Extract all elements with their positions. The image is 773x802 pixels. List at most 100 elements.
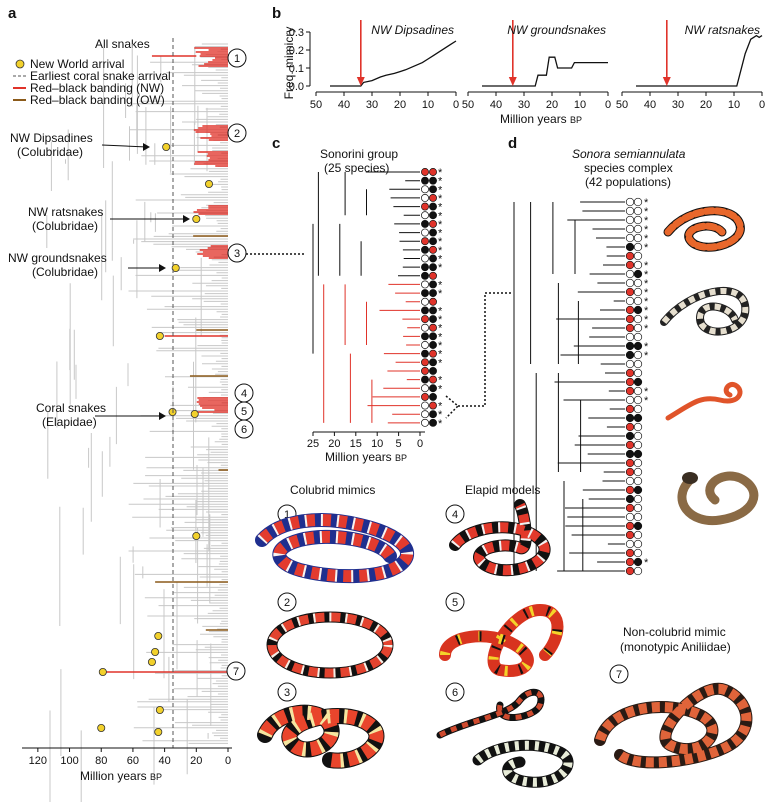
trait-circle <box>625 530 635 540</box>
photo-noncolubrid-7 <box>594 682 753 769</box>
nw-arrival-dot <box>151 648 160 657</box>
trait-circle <box>633 224 643 234</box>
b-tick-label: 10 <box>728 99 740 111</box>
asterisk: * <box>644 269 649 281</box>
callout-7 <box>226 661 246 681</box>
clade-groundsnakes-family: (Colubridae) <box>32 265 98 279</box>
trait-circle <box>421 219 429 228</box>
panel-c-title: Sonorini group <box>320 147 398 161</box>
asterisk: * <box>438 340 443 352</box>
trait-circle <box>625 386 635 396</box>
panel-c: c Sonorini group (25 species) **********… <box>246 135 512 464</box>
trait-circle <box>633 296 643 306</box>
noncolubrid-title: Non-colubrid mimic <box>623 625 726 639</box>
nw-arrival-dot <box>147 658 156 667</box>
sonora-photo-1 <box>663 206 745 252</box>
tree-c-red-branches <box>323 283 420 424</box>
asterisk: * <box>644 395 649 407</box>
trait-circle <box>429 176 437 185</box>
trait-circle <box>633 566 643 576</box>
b-tick-label: 20 <box>700 99 712 111</box>
clade-dipsadines-family: (Colubridae) <box>17 145 83 159</box>
trait-circle <box>421 341 429 349</box>
trait-circle <box>625 395 635 405</box>
asterisk: * <box>438 228 443 240</box>
trait-circle <box>633 359 643 369</box>
trait-circle <box>633 449 643 459</box>
trait-circle <box>421 280 429 289</box>
b-tick-label: 10 <box>574 99 586 111</box>
trait-circle <box>633 512 643 522</box>
photo-colubrid-3 <box>257 704 385 769</box>
asterisk: * <box>438 409 443 421</box>
asterisk: * <box>644 233 649 245</box>
trait-circle <box>633 269 643 279</box>
tree-d-branches <box>513 201 625 572</box>
trait-circle <box>429 401 437 410</box>
asterisk: * <box>438 314 443 326</box>
tree-callouts: 1 2 3 4 5 6 7 <box>226 48 254 681</box>
nw-arrival-dot <box>162 142 171 151</box>
panel-d-title: Sonora semiannulata <box>572 147 686 161</box>
nw-arrival-dot <box>171 263 180 272</box>
nw-arrival-dot <box>204 179 213 188</box>
trait-circle <box>625 494 635 504</box>
panel-c-xlabel: Million years BP <box>325 450 407 464</box>
trait-circle <box>633 377 643 387</box>
red-banding-clade <box>193 205 228 215</box>
trait-circle <box>429 289 437 298</box>
red-banding-clade <box>193 125 228 141</box>
red-banding-clade <box>196 397 228 413</box>
trait-circle <box>429 193 437 202</box>
nw-arrival-dot <box>98 668 107 677</box>
colubrid-title: Colubrid mimics <box>290 483 375 497</box>
panel-a-letter: a <box>8 5 17 22</box>
trait-circle <box>633 503 643 513</box>
trait-circle <box>429 237 437 246</box>
badge-6: 6 <box>452 687 458 699</box>
asterisk: * <box>438 331 443 343</box>
trait-circle <box>633 476 643 486</box>
trait-circle <box>625 350 635 360</box>
trait-circle <box>633 368 643 378</box>
asterisk: * <box>438 262 443 274</box>
trait-circle <box>625 233 635 243</box>
chart-1: 50 40 30 20 10 0 NW groundsnakes <box>462 20 611 111</box>
chart-title: NW ratsnakes <box>685 23 760 37</box>
asterisk: * <box>438 193 443 205</box>
trait-circle <box>633 278 643 288</box>
trait-circle <box>633 386 643 396</box>
trait-circle <box>429 280 437 289</box>
trait-circle <box>625 512 635 522</box>
trait-circle <box>633 251 643 261</box>
trait-circle <box>421 185 429 194</box>
trait-circle <box>421 392 429 401</box>
trait-circle <box>421 254 429 263</box>
legend-item-ow-banding: Red–black banding (OW) <box>30 93 165 107</box>
trait-circle <box>429 367 437 375</box>
photo-badges: 1 2 3 4 5 6 7 <box>277 504 629 702</box>
trait-circle <box>633 485 643 495</box>
b-ytick-label: 0.0 <box>289 81 304 93</box>
trait-circle <box>633 197 643 207</box>
nw-arrival-dot <box>192 532 201 541</box>
a-tick-label: 20 <box>190 755 202 767</box>
asterisk: * <box>644 215 649 227</box>
trait-circle <box>421 193 429 202</box>
b-ytick-label: 0.3 <box>289 27 304 39</box>
sonora-tree: ******************* <box>513 197 649 576</box>
asterisk: * <box>438 236 443 248</box>
callout-2-text: 2 <box>234 128 240 140</box>
trait-circle <box>429 392 437 401</box>
clade-ratsnakes-family: (Colubridae) <box>32 219 98 233</box>
asterisk: * <box>438 357 443 369</box>
trait-circle <box>625 359 635 369</box>
trait-circle <box>625 467 635 477</box>
b-tick-label: 10 <box>422 99 434 111</box>
asterisk: * <box>644 224 649 236</box>
trait-circle <box>429 254 437 263</box>
callout-6-text: 6 <box>241 424 247 436</box>
trait-circle <box>429 375 437 384</box>
asterisk: * <box>644 305 649 317</box>
trait-circle <box>429 349 437 358</box>
